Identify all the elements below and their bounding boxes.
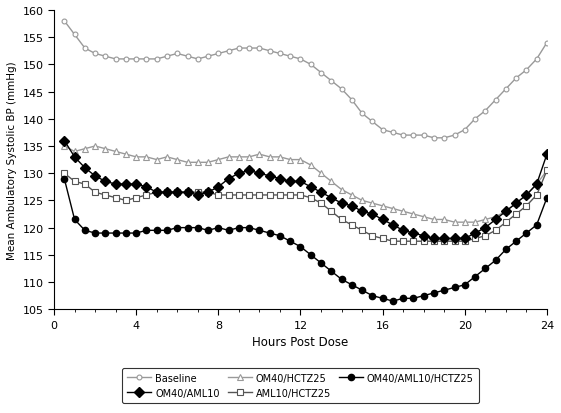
Y-axis label: Mean Ambulatory Systolic BP (mmHg): Mean Ambulatory Systolic BP (mmHg) bbox=[7, 61, 17, 259]
X-axis label: Hours Post Dose: Hours Post Dose bbox=[252, 335, 348, 348]
Legend: Baseline, OM40/AML10, OM40/HCTZ25, AML10/HCTZ25, OM40/AML10/HCTZ25: Baseline, OM40/AML10, OM40/HCTZ25, AML10… bbox=[122, 368, 479, 403]
